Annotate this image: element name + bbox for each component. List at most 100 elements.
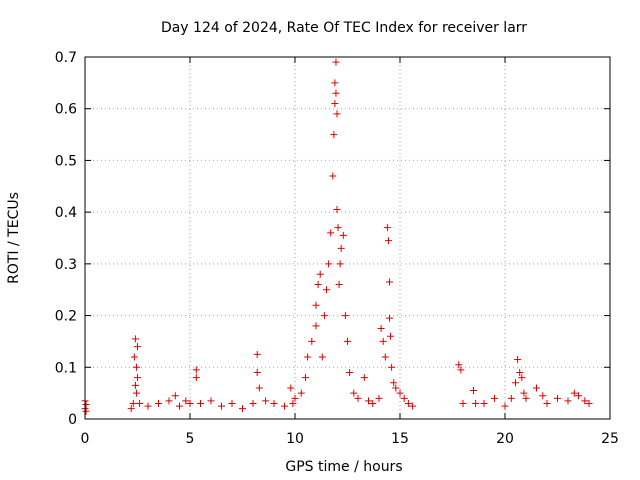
data-point <box>472 399 480 407</box>
data-point <box>249 399 257 407</box>
data-point <box>387 332 395 340</box>
data-point <box>333 110 341 118</box>
data-point <box>325 260 333 268</box>
data-point <box>332 89 340 97</box>
data-point <box>339 231 347 239</box>
data-point <box>480 399 488 407</box>
data-point <box>341 312 349 320</box>
data-point <box>581 397 589 405</box>
data-point <box>501 402 509 410</box>
data-point <box>239 405 246 413</box>
grid-lines <box>85 57 610 419</box>
axis-ticks <box>84 56 611 420</box>
data-point <box>350 389 358 397</box>
data-point <box>134 343 141 351</box>
data-point <box>514 356 522 364</box>
data-point <box>182 397 190 405</box>
data-point <box>337 244 345 252</box>
data-point <box>585 399 593 407</box>
data-point <box>192 374 200 382</box>
data-point <box>127 405 135 413</box>
data-point <box>377 325 385 332</box>
y-tick-label: 0.2 <box>55 309 77 325</box>
data-point <box>335 281 343 289</box>
data-point <box>507 394 515 402</box>
y-tick-label: 0.4 <box>55 205 77 221</box>
data-point <box>291 394 299 402</box>
data-point <box>516 368 524 376</box>
y-tick-label: 0.3 <box>55 257 77 273</box>
data-point <box>218 402 225 410</box>
data-point <box>192 366 200 374</box>
data-point <box>369 399 377 407</box>
data-point <box>314 281 322 289</box>
x-tick-label: 0 <box>81 431 90 447</box>
data-point <box>396 389 404 397</box>
data-point <box>323 286 330 294</box>
y-axis-label: ROTI / TECUs <box>6 192 22 284</box>
data-point <box>165 397 173 405</box>
data-point <box>360 374 368 382</box>
data-point <box>281 402 288 410</box>
data-point <box>197 399 204 407</box>
data-point <box>82 407 90 415</box>
data-point <box>455 361 463 369</box>
data-point <box>330 131 338 139</box>
data-point <box>543 399 551 407</box>
data-point <box>400 394 408 402</box>
data-point <box>539 392 547 400</box>
data-points <box>81 58 593 415</box>
data-point <box>354 394 362 402</box>
data-point <box>554 394 561 402</box>
x-tick-label: 10 <box>286 431 304 447</box>
data-point <box>320 312 328 320</box>
data-point <box>131 381 139 389</box>
data-point <box>512 379 519 387</box>
data-point <box>304 353 312 361</box>
y-tick-label: 0.1 <box>55 360 77 376</box>
data-point <box>386 314 393 322</box>
x-tick-label: 25 <box>601 431 619 447</box>
data-point <box>136 399 144 407</box>
data-point <box>533 384 540 392</box>
data-point <box>390 379 398 387</box>
data-point <box>470 387 477 395</box>
data-point <box>228 399 236 407</box>
data-point <box>384 237 392 245</box>
data-point <box>346 368 354 376</box>
data-point <box>520 389 528 397</box>
data-point <box>409 402 417 410</box>
data-point <box>253 350 261 358</box>
data-point <box>316 270 324 278</box>
data-point <box>459 399 467 407</box>
data-point <box>207 397 215 405</box>
data-point <box>129 399 137 407</box>
data-point <box>155 399 162 407</box>
data-point <box>312 301 320 309</box>
data-point <box>262 397 270 405</box>
tick-labels: 0 5 10 15 20 25 0 0.1 0.2 0.3 0.4 0.5 0.6 0.7 <box>55 50 619 447</box>
data-point <box>131 335 139 343</box>
data-point <box>388 363 396 371</box>
data-point <box>379 337 387 345</box>
y-tick-label: 0.6 <box>55 102 77 118</box>
data-point <box>289 399 297 407</box>
x-tick-label: 5 <box>186 431 195 447</box>
data-point <box>336 260 344 268</box>
data-point <box>334 224 342 232</box>
data-point <box>522 394 530 402</box>
data-point <box>130 353 138 361</box>
data-point <box>176 402 183 410</box>
x-tick-label: 20 <box>496 431 514 447</box>
data-point <box>144 402 152 410</box>
chart-title: Day 124 of 2024, Rate Of TEC Index for r… <box>161 20 527 36</box>
data-point <box>344 337 351 345</box>
y-tick-label: 0 <box>68 412 77 428</box>
data-point <box>570 389 578 397</box>
data-point <box>132 363 140 371</box>
data-point <box>312 322 320 330</box>
data-point <box>318 353 326 361</box>
